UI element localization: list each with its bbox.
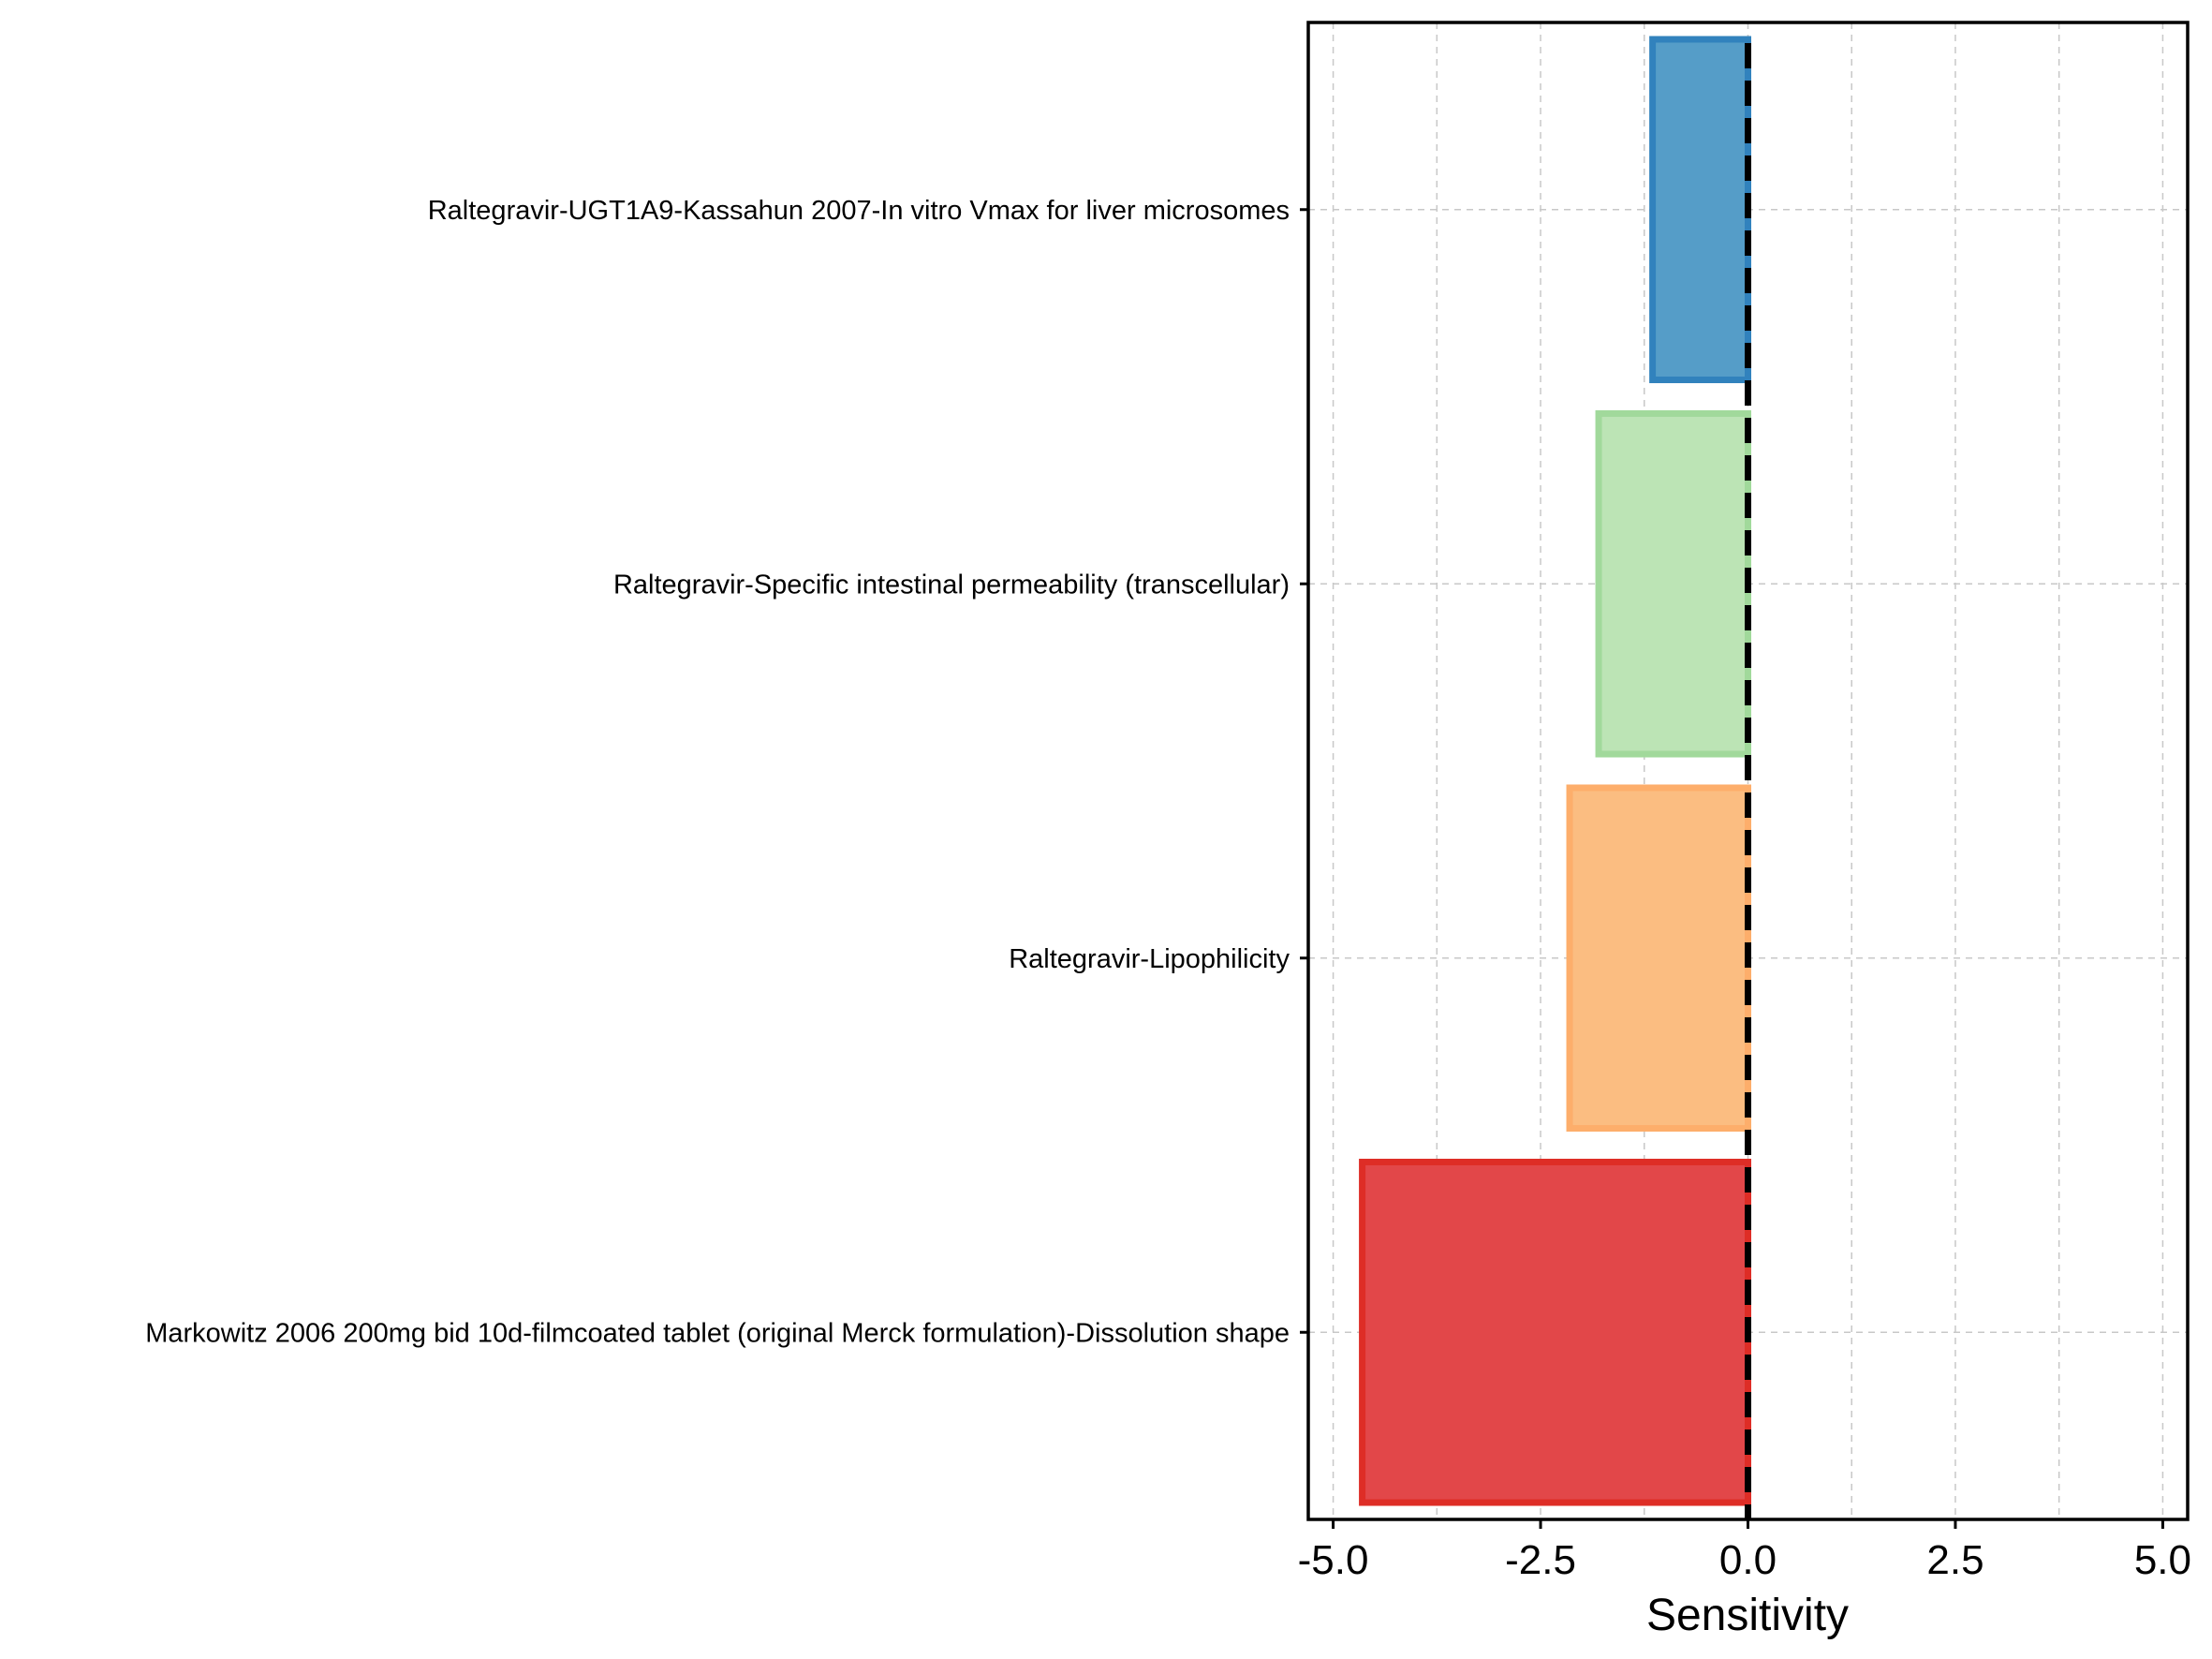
category-label: Markowitz 2006 200mg bid 10d-filmcoated … (145, 1318, 1290, 1348)
x-tick-label: -5.0 (1298, 1537, 1369, 1583)
x-tick-label: 5.0 (2134, 1537, 2191, 1583)
bar (1566, 784, 1752, 1133)
x-tick-label: -2.5 (1505, 1537, 1576, 1583)
category-label: Raltegravir-Lipophilicity (1009, 944, 1290, 974)
bar (1359, 1158, 1751, 1506)
x-axis-title: Sensitivity (1646, 1591, 1849, 1640)
bar (1649, 36, 1751, 384)
bar (1595, 409, 1751, 758)
category-label: Raltegravir-Specific intestinal permeabi… (613, 570, 1290, 600)
category-label: Raltegravir-UGT1A9-Kassahun 2007-In vitr… (428, 196, 1290, 226)
x-axis: -5.0 -2.5 0.0 2.5 5.0 (1298, 1519, 2191, 1583)
x-tick-label: 0.0 (1719, 1537, 1777, 1583)
bars (1359, 36, 1752, 1506)
y-axis: Raltegravir-UGT1A9-Kassahun 2007-In vitr… (145, 196, 1308, 1348)
x-tick-label: 2.5 (1926, 1537, 1983, 1583)
